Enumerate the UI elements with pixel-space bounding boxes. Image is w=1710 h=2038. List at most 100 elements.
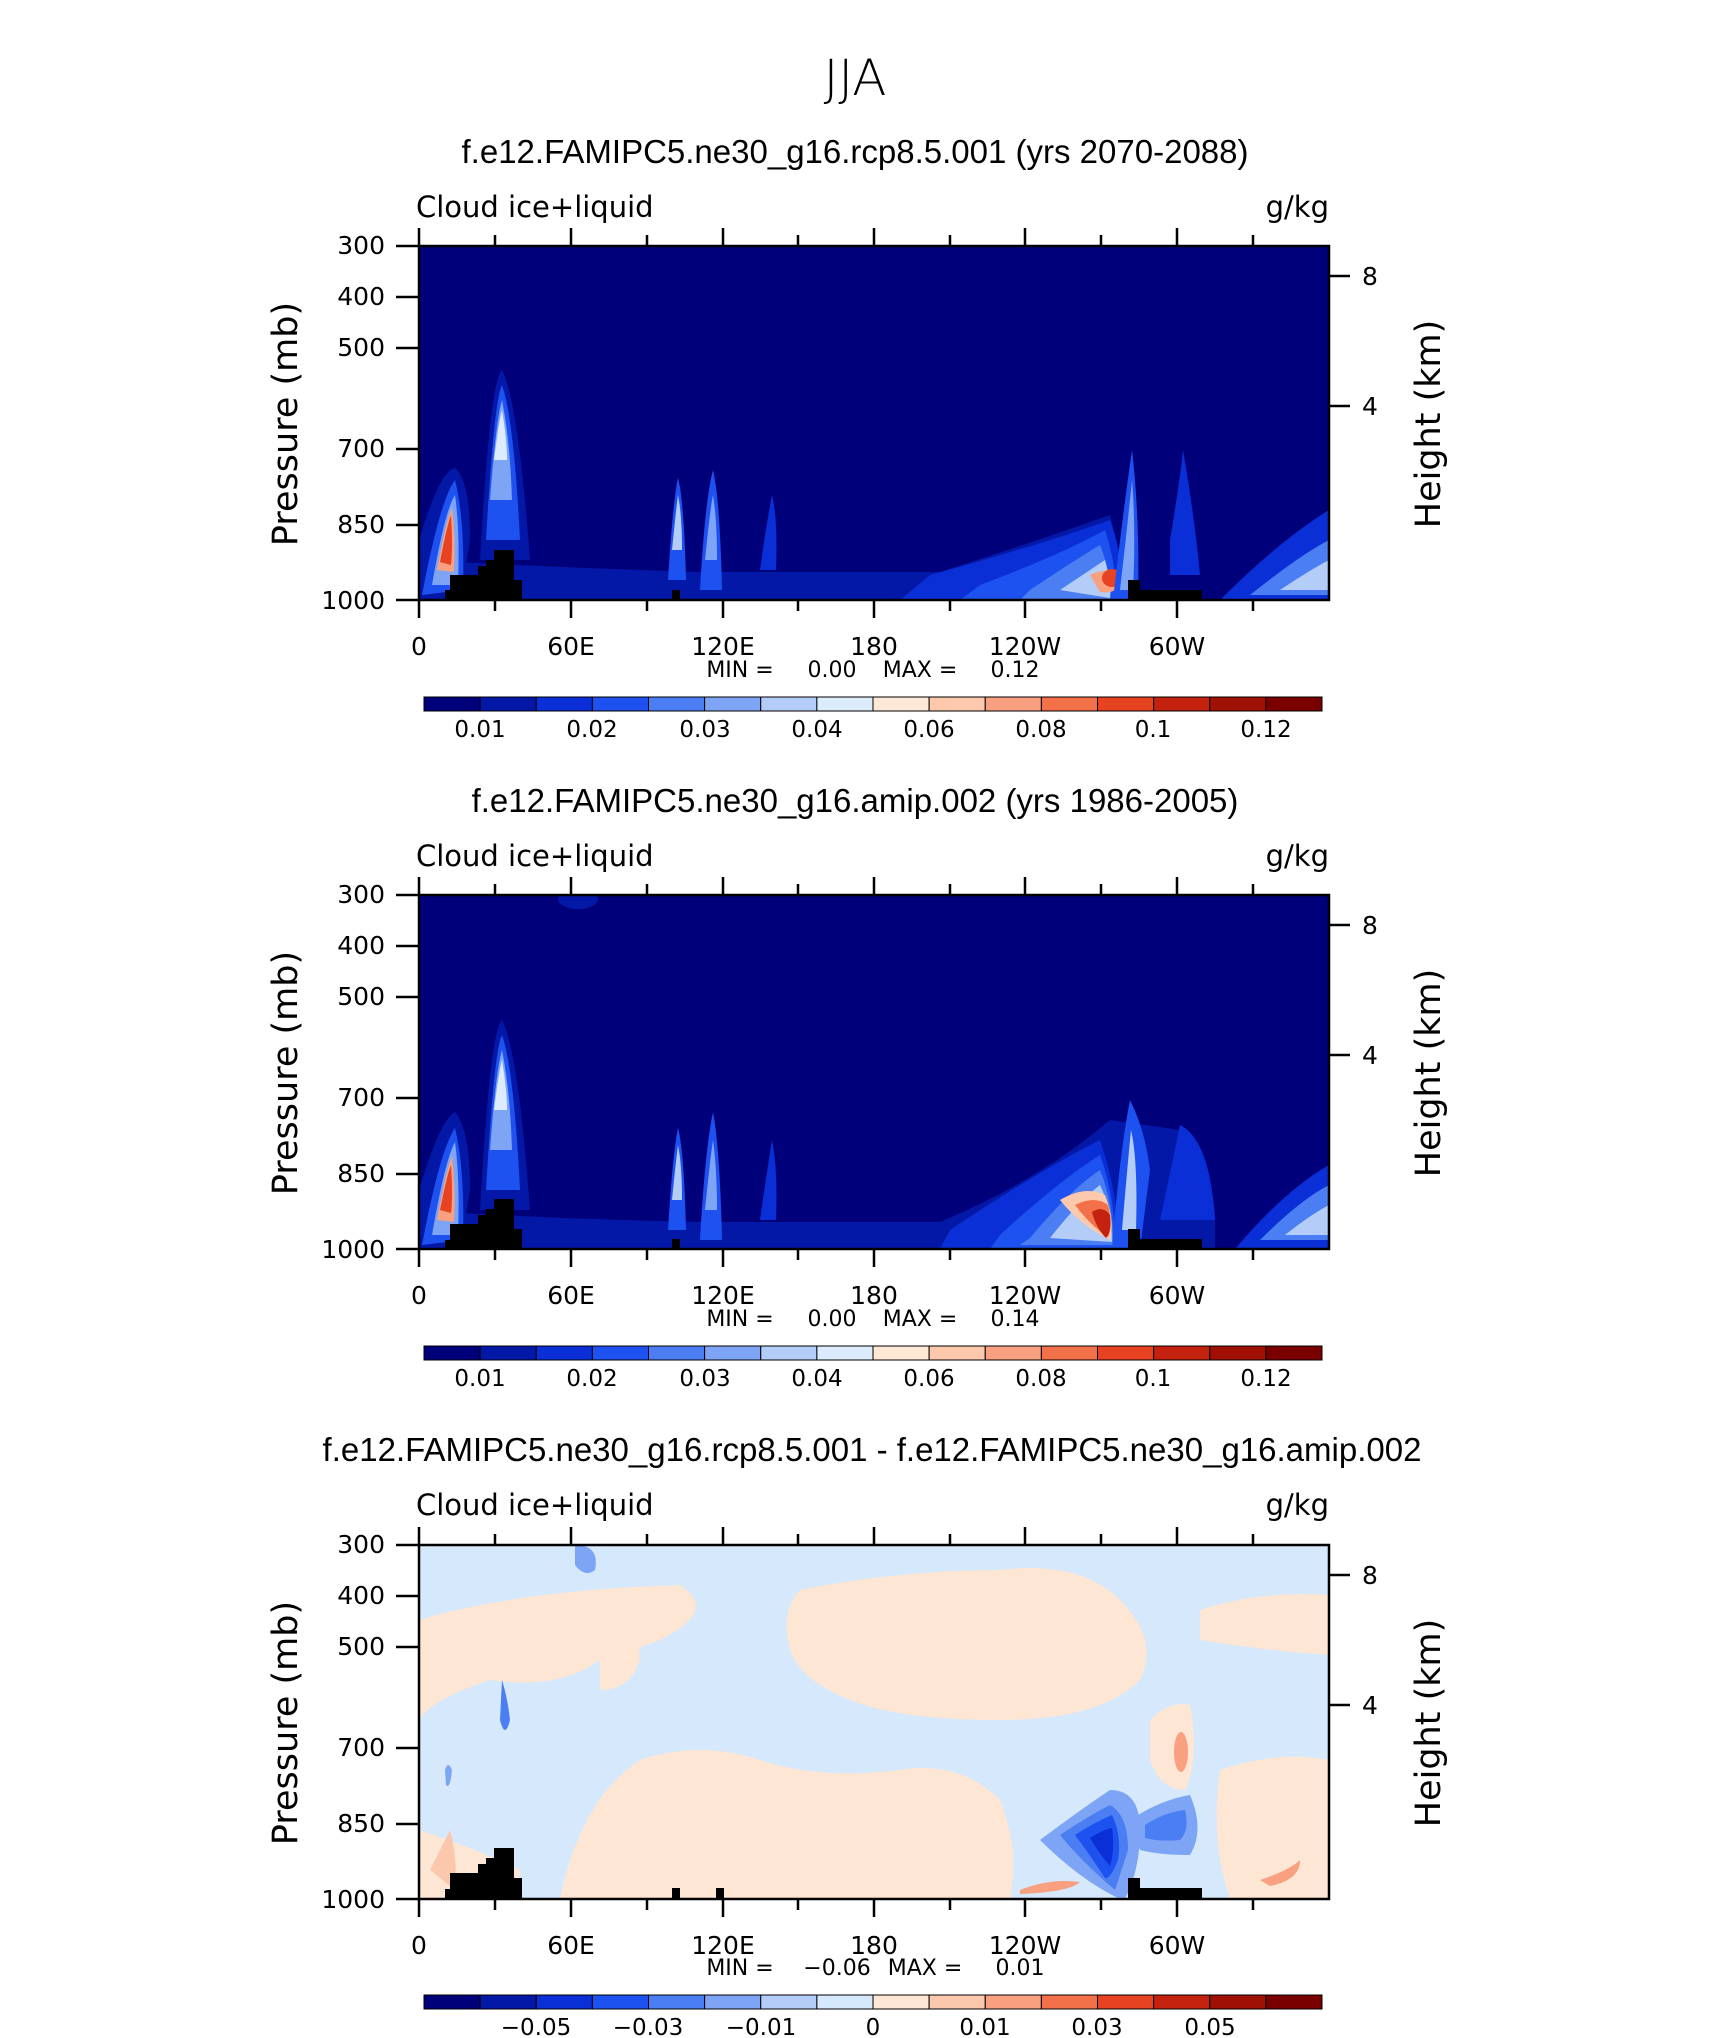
min-value: −0.06 xyxy=(803,1956,870,1981)
lon-tick: 180 xyxy=(850,632,898,661)
units-label: g/kg xyxy=(1266,1488,1329,1522)
figure-title: JJA xyxy=(824,49,887,107)
colorbar-swatch xyxy=(648,696,706,712)
colorbar-swatch xyxy=(704,1994,762,2010)
colorbar-swatch xyxy=(1265,696,1323,712)
colorbar-swatch xyxy=(760,1994,818,2010)
panel-2: f.e12.FAMIPC5.ne30_g16.amip.002 (yrs 198… xyxy=(266,782,1449,1392)
panel-title: f.e12.FAMIPC5.ne30_g16.rcp8.5.001 (yrs 2… xyxy=(462,133,1249,170)
colorbar-label: 0.03 xyxy=(679,1366,730,1392)
pressure-tick: 850 xyxy=(337,510,385,539)
colorbar-label: −0.01 xyxy=(726,2015,796,2038)
pressure-tick: 400 xyxy=(337,931,385,960)
axes: 300 400 500 700 850 1000 8 4 0 60E 120E … xyxy=(266,877,1449,1310)
contour-field xyxy=(419,895,1329,1249)
colorbar-label: 0 xyxy=(866,2015,881,2038)
lon-tick: 120W xyxy=(989,1281,1061,1310)
colorbar-swatch xyxy=(928,1994,986,2010)
colorbar-swatch xyxy=(423,1345,481,1361)
colorbar-label: 0.04 xyxy=(791,1366,842,1392)
colorbar-swatch xyxy=(1097,1345,1155,1361)
lon-tick: 0 xyxy=(411,1281,427,1310)
colorbar-label: 0.1 xyxy=(1135,1366,1172,1392)
units-label: g/kg xyxy=(1266,839,1329,873)
colorbar-labels: 0.01 0.02 0.03 0.04 0.06 0.08 0.1 0.12 xyxy=(454,1366,1291,1392)
lon-tick: 0 xyxy=(411,1931,427,1960)
height-tick: 4 xyxy=(1362,1041,1378,1070)
lon-tick: 120E xyxy=(691,632,755,661)
variable-label: Cloud ice+liquid xyxy=(416,190,654,224)
colorbar-label: 0.05 xyxy=(1184,2015,1235,2038)
lon-tick: 120W xyxy=(989,1931,1061,1960)
colorbar-swatch xyxy=(535,696,593,712)
colorbar-swatch xyxy=(1153,696,1211,712)
colorbar-swatch xyxy=(872,1994,930,2010)
colorbar-label: 0.01 xyxy=(454,717,505,743)
colorbar-label: −0.05 xyxy=(501,2015,571,2038)
height-tick: 8 xyxy=(1362,911,1378,940)
contour-field xyxy=(419,1545,1329,1899)
pressure-tick: 700 xyxy=(337,1733,385,1762)
colorbar-swatch xyxy=(535,1345,593,1361)
colorbar-swatch xyxy=(1265,1345,1323,1361)
colorbar-swatch xyxy=(1040,1345,1098,1361)
pressure-tick: 500 xyxy=(337,982,385,1011)
colorbar-swatch xyxy=(928,696,986,712)
colorbar-label: 0.1 xyxy=(1135,717,1172,743)
colorbar-label: 0.08 xyxy=(1015,717,1066,743)
panel-3: f.e12.FAMIPC5.ne30_g16.rcp8.5.001 - f.e1… xyxy=(266,1431,1449,2038)
colorbar-swatch xyxy=(479,696,537,712)
colorbar-label: 0.01 xyxy=(454,1366,505,1392)
lon-tick: 60W xyxy=(1149,1281,1206,1310)
panel-title: f.e12.FAMIPC5.ne30_g16.rcp8.5.001 - f.e1… xyxy=(323,1431,1422,1468)
colorbar-swatch xyxy=(1153,1994,1211,2010)
variable-label: Cloud ice+liquid xyxy=(416,1488,654,1522)
panel-1: f.e12.FAMIPC5.ne30_g16.rcp8.5.001 (yrs 2… xyxy=(266,133,1449,743)
colorbar-swatch xyxy=(1209,696,1267,712)
colorbar-swatch xyxy=(816,696,874,712)
colorbar-swatch xyxy=(928,1345,986,1361)
colorbar-swatch xyxy=(423,696,481,712)
lon-tick: 180 xyxy=(850,1281,898,1310)
axes: 300 400 500 700 850 1000 8 4 0 60E 120E … xyxy=(266,228,1449,661)
y-axis-right-label: Height (km) xyxy=(1409,1619,1449,1828)
min-label: MIN = xyxy=(706,1956,773,1981)
colorbar-swatch xyxy=(1209,1345,1267,1361)
pressure-tick: 850 xyxy=(337,1159,385,1188)
axes: 300 400 500 700 850 1000 8 4 0 60E 120E … xyxy=(266,1527,1449,1960)
pressure-tick: 300 xyxy=(337,231,385,260)
colorbar-swatch xyxy=(1040,1994,1098,2010)
colorbar-label: 0.01 xyxy=(959,2015,1010,2038)
colorbar-swatch xyxy=(760,696,818,712)
min-label: MIN = xyxy=(706,658,773,683)
colorbar-swatch xyxy=(1040,696,1098,712)
colorbar-label: 0.06 xyxy=(903,717,954,743)
height-tick: 8 xyxy=(1362,262,1378,291)
pressure-tick: 1000 xyxy=(321,586,385,615)
lon-tick: 60E xyxy=(547,1281,595,1310)
colorbar-label: 0.02 xyxy=(566,717,617,743)
colorbar xyxy=(423,696,1323,712)
max-label: MAX = xyxy=(883,1307,958,1332)
units-label: g/kg xyxy=(1266,190,1329,224)
pressure-tick: 700 xyxy=(337,1083,385,1112)
contour-field xyxy=(419,246,1329,600)
pressure-tick: 700 xyxy=(337,434,385,463)
colorbar-swatch xyxy=(479,1345,537,1361)
colorbar-swatch xyxy=(1153,1345,1211,1361)
min-label: MIN = xyxy=(706,1307,773,1332)
colorbar-swatch xyxy=(704,696,762,712)
colorbar-swatch xyxy=(1265,1994,1323,2010)
lon-tick: 60E xyxy=(547,632,595,661)
colorbar-swatch xyxy=(423,1994,481,2010)
colorbar-swatch xyxy=(984,1994,1042,2010)
colorbar-swatch xyxy=(591,1994,649,2010)
lon-tick: 120E xyxy=(691,1931,755,1960)
pressure-tick: 500 xyxy=(337,333,385,362)
variable-label: Cloud ice+liquid xyxy=(416,839,654,873)
lon-tick: 120W xyxy=(989,632,1061,661)
colorbar xyxy=(423,1345,1323,1361)
colorbar-labels: 0.01 0.02 0.03 0.04 0.06 0.08 0.1 0.12 xyxy=(454,717,1291,743)
colorbar-swatch xyxy=(816,1345,874,1361)
max-label: MAX = xyxy=(883,658,958,683)
